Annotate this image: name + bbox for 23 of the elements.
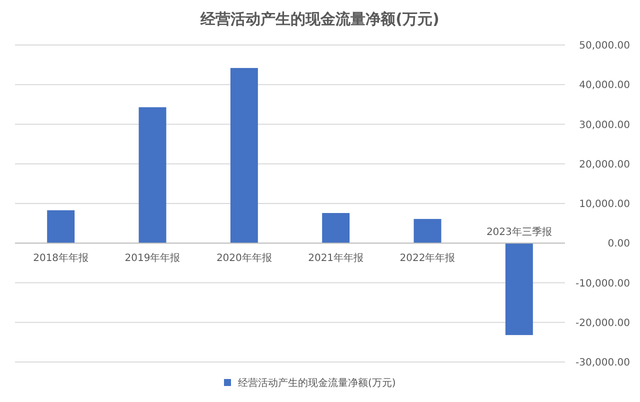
x-tick-label: 2019年年报 — [124, 252, 180, 264]
y-tick-label: 20,000.00 — [579, 159, 630, 170]
y-tick-label: 50,000.00 — [579, 40, 630, 52]
x-tick-label: 2020年年报 — [216, 252, 272, 264]
x-tick-label: 2021年年报 — [308, 252, 364, 264]
y-tick-label: 30,000.00 — [579, 120, 630, 131]
bar — [414, 218, 442, 244]
y-tick-label: 40,000.00 — [579, 80, 630, 92]
bar — [138, 107, 166, 244]
y-tick-label: 0.00 — [608, 238, 630, 250]
y-tick-label: -10,000.00 — [575, 278, 630, 290]
bar — [505, 243, 533, 336]
x-tick-label: 2022年年报 — [400, 252, 456, 264]
y-tick-label: -20,000.00 — [575, 318, 630, 329]
bar — [322, 213, 350, 244]
x-tick-label: 2023年三季报 — [486, 226, 552, 238]
chart-title: 经营活动产生的现金流量净额(万元) — [200, 10, 440, 28]
y-tick-label: 10,000.00 — [579, 199, 630, 210]
bar — [47, 210, 75, 244]
y-tick-label: -30,000.00 — [575, 358, 630, 368]
x-tick-label: 2018年年报 — [33, 252, 89, 264]
bar — [230, 68, 258, 244]
legend-label: 经营活动产生的现金流量净额(万元) — [238, 377, 396, 389]
